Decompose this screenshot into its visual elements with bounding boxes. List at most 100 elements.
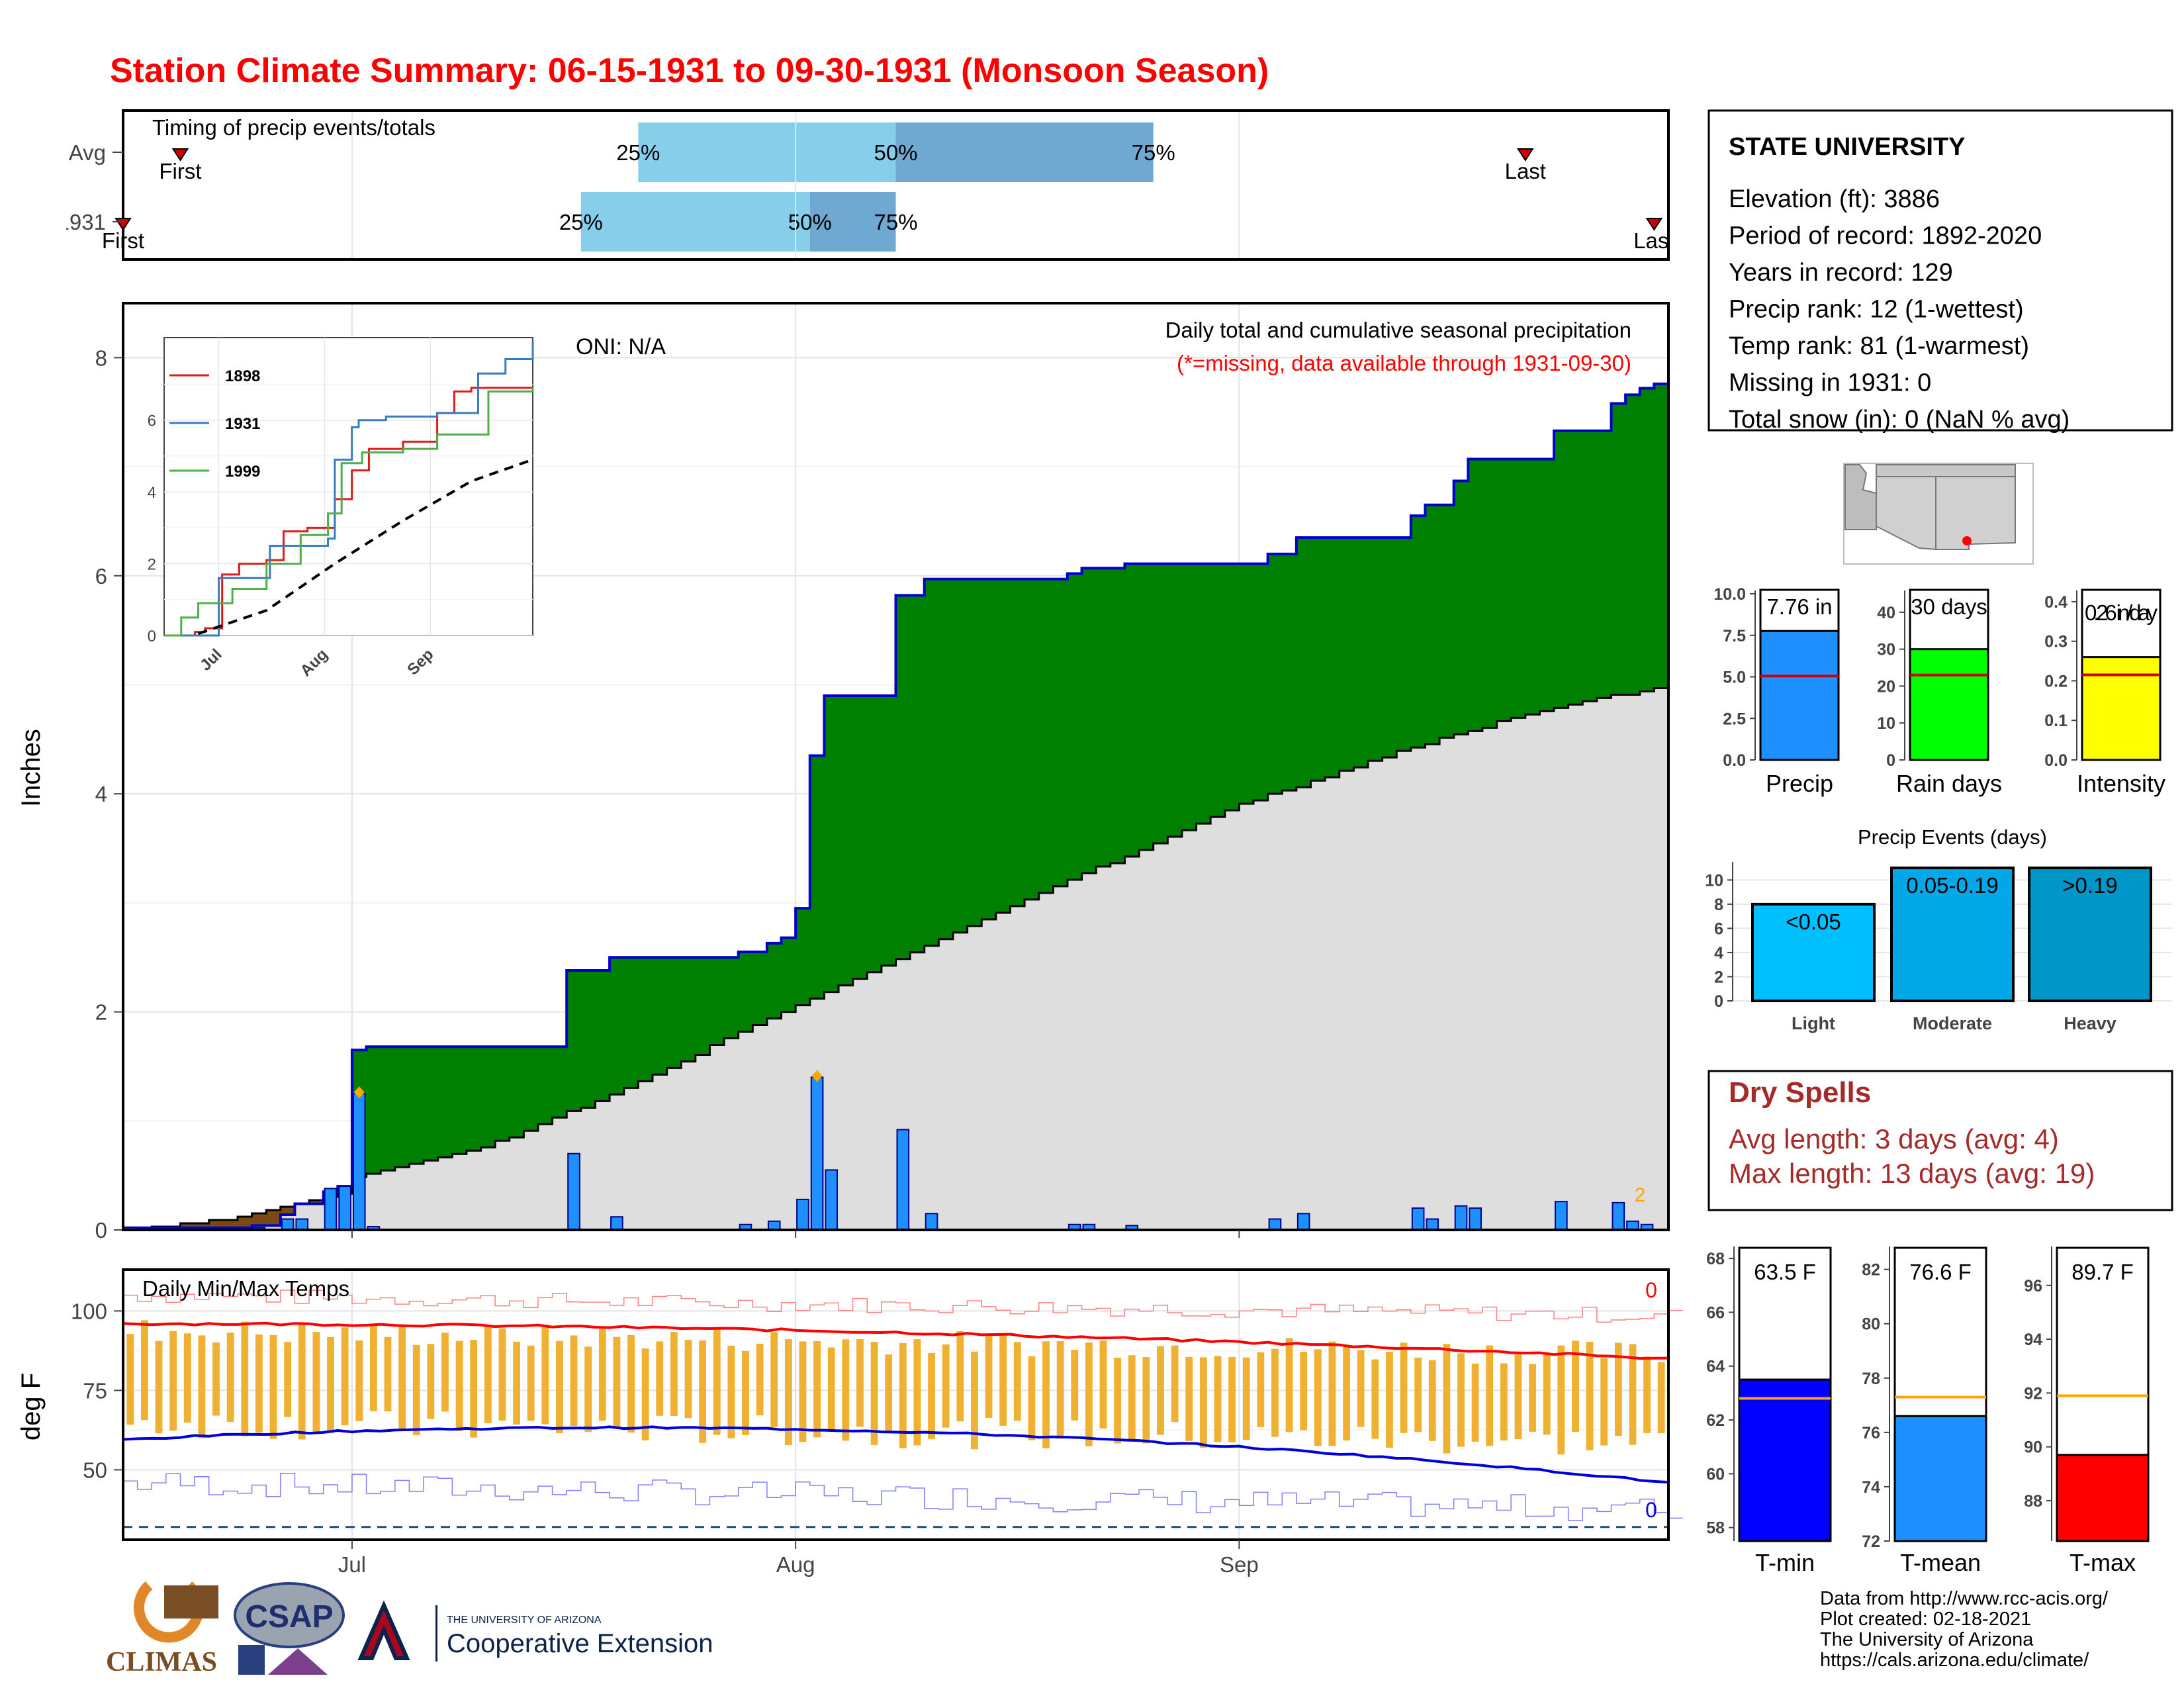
surplus-area-segment xyxy=(1439,504,1455,738)
daily-temp-range-bar xyxy=(670,1332,678,1416)
events-category-label: Moderate xyxy=(1913,1013,1992,1033)
daily-temp-range-bar xyxy=(1357,1350,1365,1427)
daily-temp-range-bar xyxy=(1242,1357,1250,1440)
events-bar-label: <0.05 xyxy=(1786,910,1841,934)
daily-temp-range-bar xyxy=(1428,1360,1436,1441)
daily-temp-range-bar xyxy=(799,1341,807,1442)
daily-temp-range-bar xyxy=(913,1339,921,1446)
x-axis-tick-label: Sep xyxy=(1220,1552,1259,1577)
events-bar xyxy=(1890,867,2015,1003)
temp-bar-y-tick-label: 96 xyxy=(2024,1277,2042,1295)
daily-temp-range-bar xyxy=(1457,1353,1465,1447)
events-y-tick-label: 0 xyxy=(1714,992,1723,1011)
daily-temp-range-bar xyxy=(727,1345,735,1438)
mini-bar-label-bg xyxy=(1911,591,1987,623)
events-bar xyxy=(1751,902,1876,1003)
inset-average-line xyxy=(197,458,533,635)
daily-temp-range-bar xyxy=(1643,1356,1651,1433)
daily-temp-range-bar xyxy=(298,1323,306,1440)
surplus-area-segment xyxy=(1396,538,1412,751)
daily-temp-range-bar xyxy=(1142,1357,1150,1444)
daily-temp-range-bar xyxy=(1114,1358,1122,1444)
daily-temp-range-bar xyxy=(1271,1348,1279,1437)
temp-bar-y-tick-label: 68 xyxy=(1706,1250,1725,1268)
daily-temp-range-bar xyxy=(1328,1341,1336,1446)
daily-temp-range-bar xyxy=(556,1340,563,1433)
surplus-area-segment xyxy=(766,943,782,1019)
surplus-area-segment xyxy=(1482,459,1498,728)
timing-panel: Timing of precip events/totals 25% 50% 75%… xyxy=(66,109,1670,261)
station-detail-line: Missing in 1931: 0 xyxy=(1729,369,1931,397)
temp-bar-value-label: 76.6 F xyxy=(1909,1260,1972,1284)
daily-temp-range-bar xyxy=(226,1333,234,1422)
credit-line: Plot created: 02-18-2021 xyxy=(1820,1609,2031,1630)
deficit-area-segment xyxy=(237,1217,253,1228)
precip-marks xyxy=(123,382,1668,1230)
map-new-mexico-shape xyxy=(1935,476,2016,550)
last-event-marker xyxy=(1516,148,1534,162)
surplus-area-segment xyxy=(1568,430,1583,705)
temp-bar-y-tick-label: 64 xyxy=(1706,1358,1725,1376)
temp-bar-y-tick-label: 78 xyxy=(1862,1370,1880,1388)
daily-temp-range-bar xyxy=(784,1339,792,1446)
surplus-area-segment xyxy=(1625,395,1641,695)
daily-temp-range-bar xyxy=(269,1335,277,1439)
surplus-area-segment xyxy=(709,957,725,1045)
surplus-area-segment xyxy=(652,957,668,1075)
temp-bar-value xyxy=(1738,1378,1832,1542)
daily-temp-range-bar xyxy=(1629,1344,1637,1445)
surplus-area-segment xyxy=(1339,538,1354,771)
daily-temp-range-bar xyxy=(1343,1346,1350,1441)
surplus-area-segment xyxy=(610,957,625,1095)
daily-precip-bar xyxy=(324,1188,338,1230)
station-location-marker xyxy=(1962,536,1972,545)
temp-bar-y-tick-label: 74 xyxy=(1862,1478,1880,1497)
inset-series-line xyxy=(164,341,534,637)
surplus-area-segment xyxy=(1596,430,1612,698)
daily-temp-range-bar xyxy=(427,1344,435,1419)
daily-temp-range-bar xyxy=(627,1335,635,1433)
surplus-area-segment xyxy=(1282,553,1297,791)
csap-wordmark: CSAP xyxy=(245,1599,333,1634)
mini-bar-value xyxy=(1759,630,1840,761)
surplus-area-segment xyxy=(1067,573,1083,880)
temp-bar-category-label: T-min xyxy=(1755,1549,1815,1576)
mini-bar-value-label: 30 days xyxy=(1911,594,1987,619)
surplus-area-segment xyxy=(452,1047,467,1154)
surplus-area-segment xyxy=(867,695,882,972)
surplus-area-segment xyxy=(638,957,653,1082)
temp-y-tick-label: 75 xyxy=(83,1378,107,1403)
surplus-area-segment xyxy=(595,970,610,1102)
surplus-area-segment xyxy=(1024,579,1040,900)
daily-precip-bar xyxy=(1454,1205,1468,1230)
daily-temp-range-bar xyxy=(1028,1356,1036,1440)
mini-bar-label-bg xyxy=(1762,591,1837,623)
daily-temp-range-bar xyxy=(570,1335,578,1427)
daily-precip-bar xyxy=(352,1093,366,1230)
deficit-area-segment xyxy=(266,1210,281,1226)
surplus-area-segment xyxy=(1468,459,1483,731)
daily-temp-range-bar xyxy=(856,1339,864,1427)
surplus-area-segment xyxy=(1310,538,1326,781)
daily-temp-range-bar xyxy=(255,1334,263,1433)
daily-temp-range-bar xyxy=(1500,1363,1508,1441)
daily-temp-range-bar xyxy=(870,1342,878,1445)
daily-temp-range-bar xyxy=(355,1340,363,1421)
daily-temp-range-bar xyxy=(1471,1363,1479,1442)
daily-temp-range-bar xyxy=(1099,1340,1107,1429)
surplus-area-segment xyxy=(1453,481,1469,735)
temp-bar-value-label: 89.7 F xyxy=(2071,1260,2134,1284)
mini-y-tick-label: 30 xyxy=(1877,641,1895,659)
surplus-area-segment xyxy=(1611,403,1626,695)
daily-temp-range-bar xyxy=(770,1332,778,1427)
climas-wordmark: CLIMAS xyxy=(106,1647,217,1677)
daily-temp-range-bar xyxy=(141,1320,148,1421)
temp-bar-value xyxy=(2056,1454,2150,1542)
daily-temp-range-bar xyxy=(1171,1345,1179,1423)
daily-temp-range-bar xyxy=(1572,1340,1579,1432)
surplus-area-segment xyxy=(910,595,925,953)
surplus-area-segment xyxy=(852,695,868,979)
surplus-area-segment xyxy=(509,1047,524,1138)
daily-temp-range-bar xyxy=(155,1340,163,1434)
